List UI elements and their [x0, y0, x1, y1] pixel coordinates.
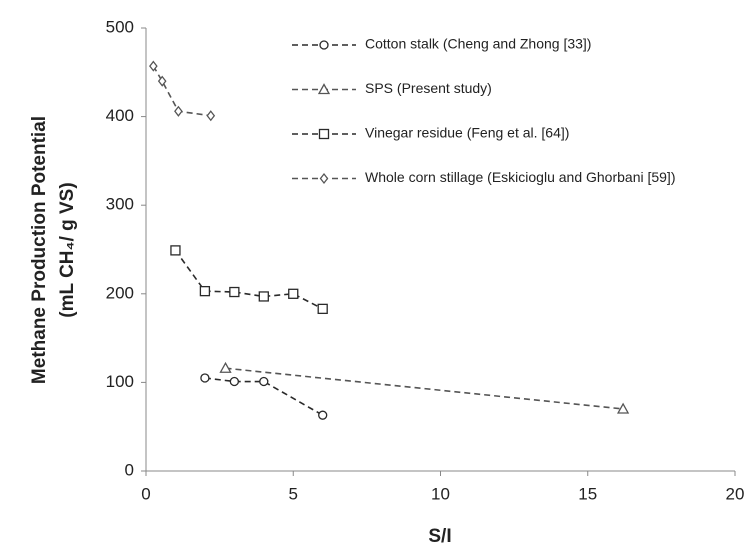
marker [288, 288, 299, 299]
y-axis-title: (mL CH₄/ g VS) [57, 182, 78, 317]
legend-label: Whole corn stillage (Eskicioglu and Ghor… [365, 169, 676, 185]
x-tick-label: 5 [289, 484, 298, 503]
y-tick-label: 100 [106, 372, 134, 391]
marker [149, 60, 158, 72]
x-tick-label: 15 [578, 484, 597, 503]
x-axis-title: S/I [428, 526, 451, 547]
y-tick-label: 0 [125, 460, 134, 479]
marker [157, 75, 167, 87]
y-axis-title: Methane Production Potential [29, 116, 50, 384]
y-tick-label: 400 [106, 106, 134, 125]
legend-marker [319, 172, 329, 185]
y-tick-label: 300 [106, 195, 134, 214]
legend-label: Cotton stalk (Cheng and Zhong [33]) [365, 36, 591, 52]
series-line [152, 65, 211, 117]
marker [317, 303, 328, 315]
series-line [204, 377, 324, 416]
legend-marker [319, 40, 329, 50]
y-tick-label: 200 [106, 283, 134, 302]
series-line [225, 367, 624, 410]
marker [616, 402, 630, 414]
marker [174, 105, 183, 117]
marker [258, 291, 269, 302]
legend-marker [318, 128, 330, 140]
series-line [174, 249, 324, 310]
x-tick-label: 10 [431, 484, 450, 503]
marker [318, 410, 328, 420]
x-tick-label: 20 [726, 484, 745, 503]
marker [199, 285, 211, 297]
legend-marker [317, 83, 331, 95]
legend-label: Vinegar residue (Feng et al. [64]) [365, 125, 569, 141]
marker [206, 110, 216, 122]
marker [259, 376, 269, 387]
marker [200, 373, 210, 383]
x-tick-label: 0 [141, 484, 150, 503]
marker [170, 245, 181, 256]
marker [229, 376, 240, 387]
marker [219, 361, 232, 373]
y-tick-label: 500 [106, 17, 134, 36]
legend-label: SPS (Present study) [365, 80, 492, 96]
marker [229, 286, 240, 298]
